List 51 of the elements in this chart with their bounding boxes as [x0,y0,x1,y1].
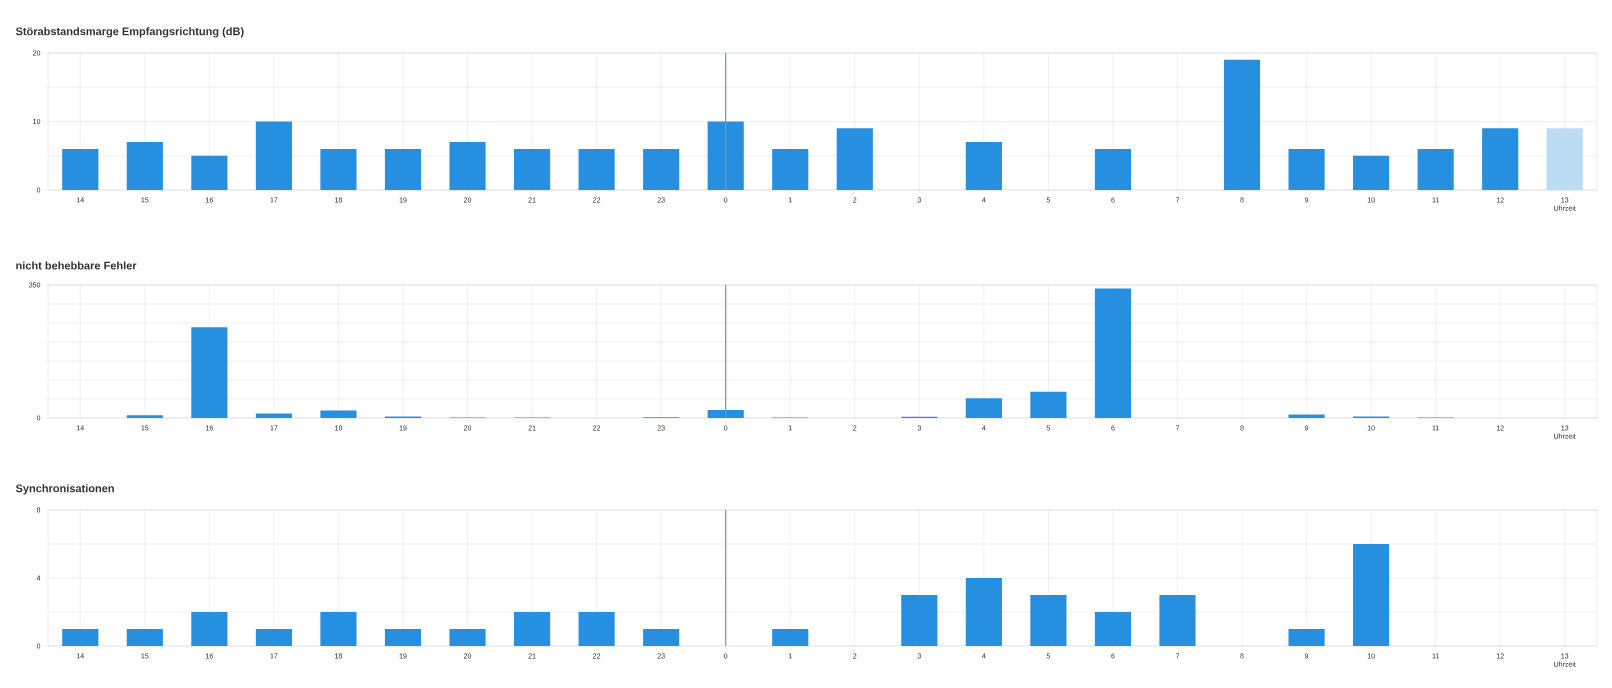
bar [1223,59,1261,190]
bar [1353,543,1390,646]
bar [836,128,873,190]
bar [1094,611,1132,646]
bar [772,628,809,646]
chart-title: Störabstandsmarge Empfangsrichtung (dB) [15,27,244,38]
bar [191,611,228,646]
bar [126,415,163,418]
bar [772,148,809,190]
bar [1288,148,1325,190]
bar [514,611,551,646]
bar [1030,391,1067,418]
bar [255,413,292,418]
bar [965,142,1002,190]
bar [1094,288,1132,418]
chart-title: nicht behebbare Fehler [16,261,137,270]
bar [320,148,357,190]
bar [578,148,615,190]
bar [255,121,292,190]
bar [1417,148,1454,190]
bar [384,148,422,190]
bar [965,398,1002,418]
bar [449,628,486,646]
bar [320,611,357,646]
bar [1159,594,1196,646]
bar [707,121,744,190]
bar [126,142,163,190]
bar [1482,128,1519,190]
bar [514,148,551,190]
bar [1546,128,1583,190]
bar [578,611,615,646]
bar [1094,148,1132,190]
bar [1288,628,1325,646]
bar [62,628,99,646]
bar [707,410,744,418]
bar [191,155,228,190]
bar [62,148,99,190]
bar [1353,155,1390,190]
bar [901,594,938,646]
bar [965,577,1002,646]
bar [255,628,292,646]
bar [1030,594,1067,646]
bar [320,410,357,418]
chart-title: Synchronisationen [15,484,114,495]
bar [643,628,680,646]
bar [191,327,228,418]
bar [384,628,422,646]
bar [126,628,163,646]
bar [1288,414,1325,418]
bar [643,148,680,190]
bar [449,142,486,190]
